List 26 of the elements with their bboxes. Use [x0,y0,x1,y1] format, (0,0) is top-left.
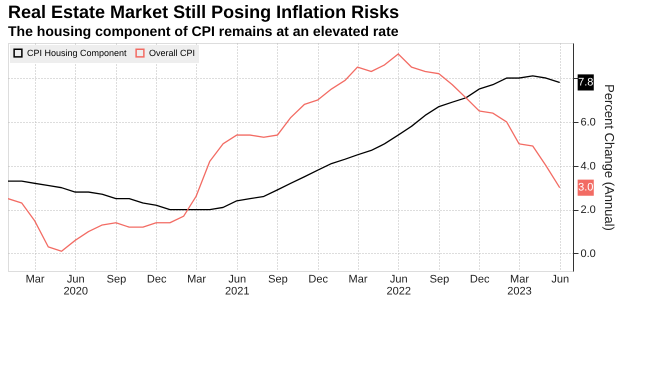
x-tick-label: Dec [308,274,328,286]
x-tick-label: Mar 2023 [507,274,532,298]
x-tick-label: Jun [551,274,570,286]
line-series [8,75,560,210]
x-tick-label: Sep [106,274,126,286]
annotation: 7.8 [578,76,594,88]
x-tick-label: Mar [26,274,45,286]
legend-label: Overall CPI [149,48,196,58]
y-tick-label: 0.0 [580,248,596,260]
x-tick-label: Dec [470,274,490,286]
x-tick-label: Mar [348,274,368,286]
x-tick-label: Dec [146,274,167,286]
x-tick-label: Mar [187,274,206,286]
chart-title: Real Estate Market Still Posing Inflation Risks [8,2,400,22]
x-tick-label: Sep [268,274,288,286]
x-tick-label: Sep [430,274,450,286]
legend-label: CPI Housing Component [27,48,128,58]
y-tick-label: 4.0 [580,160,596,172]
y-tick-label: 2.0 [580,204,596,216]
y-axis-title: Percent Change (Annual) [602,84,617,231]
x-tick-label: Jun 2020 [64,274,88,298]
x-tick-label: Jun 2021 [225,274,250,298]
annotation: 3.0 [578,182,594,194]
x-tick-label: Jun 2022 [386,274,411,298]
chart-subtitle: The housing component of CPI remains at an elevated rate [8,23,399,39]
y-tick-label: 6.0 [580,116,596,128]
